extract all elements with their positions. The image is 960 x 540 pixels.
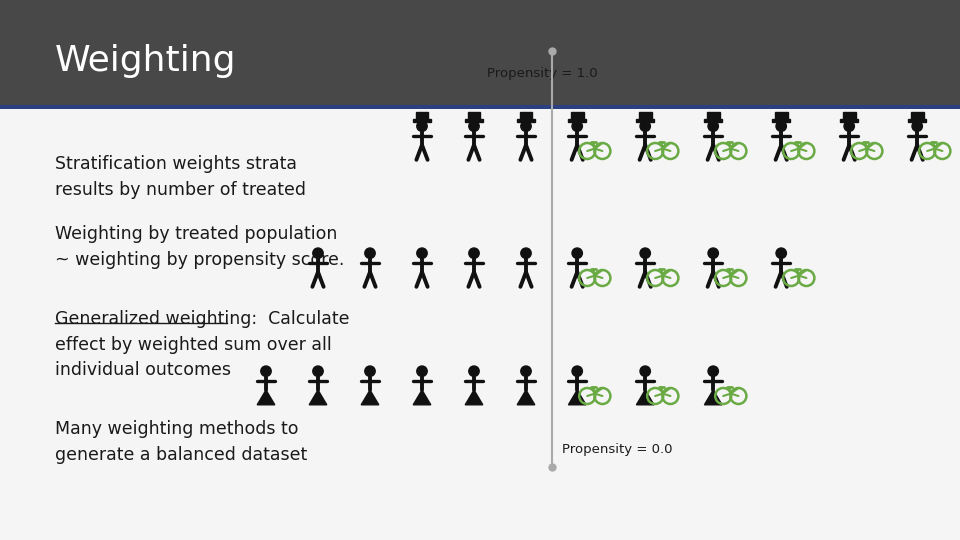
Polygon shape [517,390,535,405]
Circle shape [776,121,786,131]
Polygon shape [257,390,275,405]
Bar [636,119,654,122]
Bar [568,119,586,122]
Polygon shape [309,390,326,405]
Bar [775,112,787,121]
Polygon shape [568,390,586,405]
Polygon shape [466,390,483,405]
Circle shape [844,121,854,131]
Bar [517,119,535,122]
Bar [840,119,858,122]
Text: Stratification weights strata
results by number of treated: Stratification weights strata results by… [55,155,306,199]
Polygon shape [705,390,722,405]
Bar [638,112,652,121]
Bar [908,119,926,122]
Bar [911,112,924,121]
Circle shape [640,366,651,376]
Bar [707,112,720,121]
Circle shape [520,121,531,131]
Text: Weighting by treated population
~ weighting by propensity score.: Weighting by treated population ~ weight… [55,225,345,269]
Bar [466,119,483,122]
Bar [468,112,480,121]
Circle shape [640,248,651,259]
Bar [416,112,428,121]
Text: Generalized weighting:  Calculate
effect by weighted sum over all
individual out: Generalized weighting: Calculate effect … [55,310,349,380]
Circle shape [572,121,583,131]
Bar [705,119,722,122]
Text: Propensity = 1.0: Propensity = 1.0 [487,67,597,80]
Circle shape [365,248,375,259]
Circle shape [468,366,479,376]
Circle shape [520,366,531,376]
Bar [843,112,855,121]
Circle shape [520,248,531,259]
Polygon shape [413,390,431,405]
Circle shape [468,121,479,131]
Circle shape [417,248,427,259]
Circle shape [261,366,271,376]
Text: Propensity = 0.0: Propensity = 0.0 [562,443,673,456]
Circle shape [572,248,583,259]
Circle shape [572,366,583,376]
Circle shape [640,121,651,131]
Circle shape [708,121,718,131]
Bar [519,112,533,121]
Circle shape [417,366,427,376]
Circle shape [313,366,324,376]
Circle shape [912,121,923,131]
Polygon shape [361,390,379,405]
Bar [0,105,960,109]
Circle shape [468,248,479,259]
Text: Many weighting methods to
generate a balanced dataset: Many weighting methods to generate a bal… [55,420,307,464]
Circle shape [708,248,718,259]
Bar [571,112,584,121]
Circle shape [417,121,427,131]
Circle shape [776,248,786,259]
Bar [413,119,431,122]
Text: Weighting: Weighting [55,44,236,78]
Circle shape [313,248,324,259]
Bar [0,0,960,105]
Bar [773,119,790,122]
Polygon shape [636,390,654,405]
Circle shape [365,366,375,376]
Circle shape [708,366,718,376]
